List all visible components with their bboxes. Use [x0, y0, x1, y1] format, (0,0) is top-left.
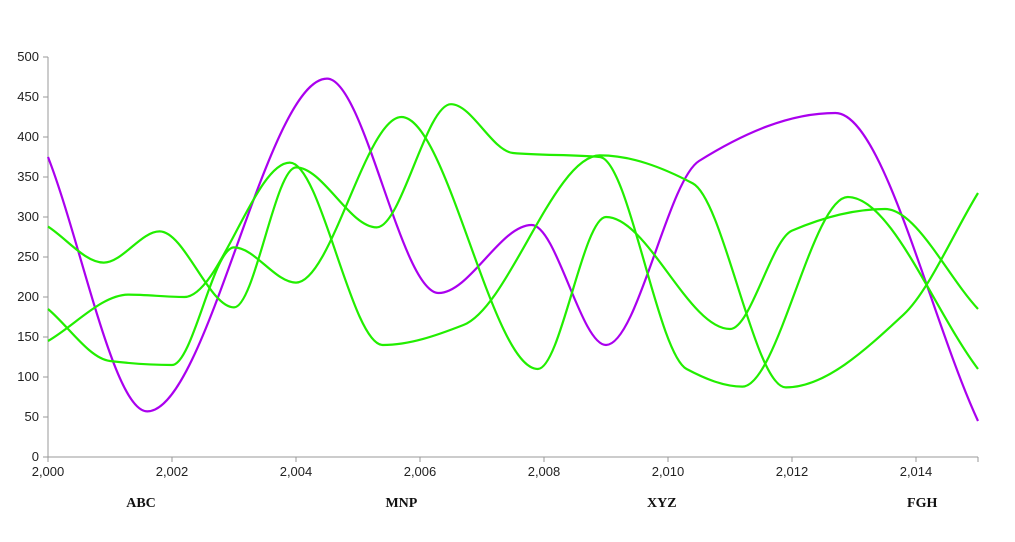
y-tick-label: 0 — [32, 449, 39, 464]
series-line-3 — [47, 115, 979, 371]
x-tick-label: 2,004 — [280, 464, 313, 479]
y-tick-label: 100 — [17, 369, 39, 384]
category-label: MNP — [385, 496, 417, 511]
y-tick-label: 200 — [17, 289, 39, 304]
y-tick-label: 400 — [17, 129, 39, 144]
x-axis-ticks: 2,000 2,002 2,004 2,006 2,008 2,010 2,012 2,014 — [32, 457, 979, 479]
y-tick-label: 500 — [17, 49, 39, 64]
category-label: ABC — [126, 496, 156, 511]
y-tick-label: 300 — [17, 209, 39, 224]
x-tick-label: 2,014 — [900, 464, 933, 479]
y-axis-ticks: 0 50 100 150 200 250 300 350 400 450 500 — [17, 49, 48, 464]
y-tick-label: 150 — [17, 329, 39, 344]
category-label: FGH — [907, 496, 937, 511]
y-tick-label: 50 — [25, 409, 39, 424]
series-line-1 — [46, 77, 979, 422]
x-tick-label: 2,008 — [528, 464, 561, 479]
x-tick-label: 2,002 — [156, 464, 189, 479]
x-tick-label: 2,012 — [776, 464, 809, 479]
x-tick-label: 2,006 — [404, 464, 437, 479]
x-tick-label: 2,000 — [32, 464, 65, 479]
y-tick-label: 450 — [17, 89, 39, 104]
y-tick-label: 250 — [17, 249, 39, 264]
series-lines — [46, 77, 979, 422]
category-label: XYZ — [647, 496, 677, 511]
series-line-2 — [47, 103, 979, 388]
series-line-4 — [47, 154, 979, 389]
y-tick-label: 350 — [17, 169, 39, 184]
category-labels: ABC MNP XYZ FGH — [126, 496, 937, 511]
x-tick-label: 2,010 — [652, 464, 685, 479]
